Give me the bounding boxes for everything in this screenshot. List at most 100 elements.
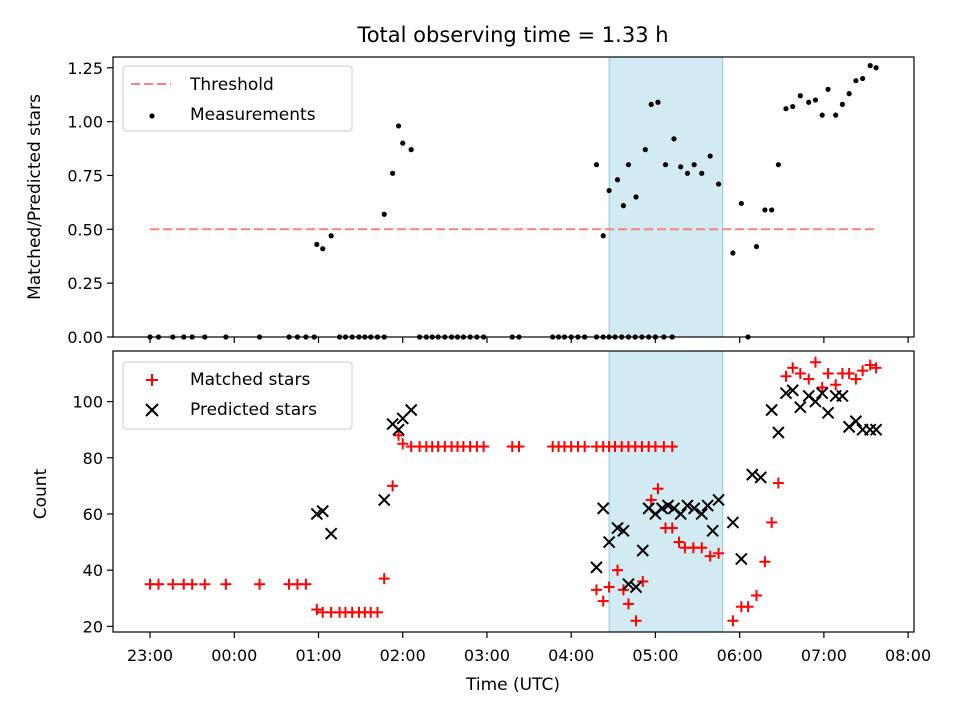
- matched-star-point: [803, 373, 815, 385]
- matched-star-point: [612, 564, 624, 576]
- predicted-star-point: [590, 561, 603, 574]
- predicted-star-point: [687, 502, 701, 515]
- measurement-point: [614, 177, 621, 183]
- predicted-star-point: [674, 507, 687, 521]
- predicted-stars-points: [310, 384, 883, 594]
- x-tick-label: 08:00: [885, 646, 931, 665]
- x-tick-label: 07:00: [801, 646, 847, 665]
- measurement-point: [867, 63, 873, 69]
- matched-star-point: [579, 441, 591, 453]
- x-tick-label: 06:00: [717, 646, 763, 665]
- matched-star-point: [673, 536, 685, 548]
- predicted-star-point: [596, 502, 610, 515]
- count-axes: 20 40 60 80 100 23:00 00:00 01:00 02:00 03:00 04:…: [31, 350, 931, 695]
- predicted-star-point: [849, 415, 863, 428]
- measurement-point: [825, 86, 831, 92]
- matched-star-point: [597, 595, 609, 607]
- measurement-point: [328, 233, 334, 239]
- measurement-point: [662, 162, 669, 168]
- x-axis-label: Time (UTC): [465, 675, 560, 695]
- measurement-point: [707, 153, 713, 159]
- predicted-star-point: [786, 384, 799, 397]
- legend-measurements-swatch: [149, 113, 155, 119]
- measurement-point: [775, 162, 781, 168]
- matched-star-point: [843, 367, 855, 379]
- matched-star-point: [850, 373, 862, 385]
- ratio-y-label: Matched/Predicted stars: [25, 94, 45, 300]
- y-tick-label: 0.25: [67, 274, 103, 293]
- count-legend-box: [122, 361, 353, 430]
- measurement-point: [833, 112, 839, 118]
- chart-title: Total observing time = 1.33 h: [356, 23, 668, 47]
- x-tick-label: 05:00: [632, 646, 678, 665]
- matched-star-point: [780, 370, 792, 382]
- x-tick-label: 01:00: [295, 646, 341, 665]
- measurement-point: [806, 99, 812, 105]
- matched-star-point: [152, 578, 164, 590]
- matched-star-point: [311, 604, 323, 616]
- measurement-point: [381, 211, 387, 217]
- y-tick-label: 100: [72, 393, 103, 412]
- ratio-legend: Threshold Measurements: [122, 65, 353, 132]
- predicted-star-point: [765, 403, 778, 417]
- predicted-star-point: [821, 406, 835, 420]
- predicted-star-point: [617, 524, 630, 538]
- matched-star-point: [199, 578, 211, 590]
- predicted-star-point: [404, 403, 418, 417]
- matched-star-point: [713, 547, 725, 559]
- matched-stars-points: [144, 356, 882, 627]
- predicted-star-point: [869, 423, 883, 436]
- matched-star-point: [387, 480, 399, 492]
- measurement-point: [320, 246, 326, 252]
- measurement-point: [762, 207, 768, 213]
- matched-star-point: [652, 483, 664, 495]
- measurement-point: [648, 101, 654, 107]
- matched-star-point: [397, 438, 409, 450]
- measurement-point: [678, 164, 684, 170]
- measurement-point: [730, 250, 736, 256]
- measurement-point: [395, 123, 402, 129]
- matched-star-point: [167, 578, 179, 590]
- x-tick-label: 03:00: [464, 646, 510, 665]
- matched-star-point: [766, 516, 778, 528]
- legend-threshold-label: Threshold: [189, 75, 274, 95]
- predicted-star-point: [701, 499, 714, 512]
- y-tick-label: 40: [83, 561, 103, 580]
- matched-star-point: [787, 362, 799, 374]
- measurement-point: [819, 112, 825, 118]
- measurement-point: [620, 203, 627, 209]
- count-y-label: Count: [31, 468, 51, 519]
- ratio-x-ticks: [149, 337, 909, 343]
- matched-star-point: [371, 606, 383, 618]
- predicted-star-point: [863, 423, 877, 436]
- measurement-point: [671, 136, 677, 142]
- predicted-star-point: [754, 471, 767, 484]
- matched-star-point: [603, 581, 615, 593]
- matched-star-point: [590, 584, 602, 596]
- y-tick-label: 80: [83, 449, 103, 468]
- legend-predicted-swatch: [145, 403, 159, 417]
- predicted-star-point: [735, 552, 748, 566]
- y-tick-label: 1.25: [67, 59, 103, 78]
- measurement-point: [655, 99, 661, 105]
- matched-star-point: [300, 578, 312, 590]
- y-tick-label: 0.50: [67, 220, 103, 239]
- count-y-ticks: 20 40 60 80 100: [72, 393, 113, 636]
- predicted-star-point: [622, 578, 635, 591]
- y-tick-label: 0.00: [67, 328, 103, 347]
- x-tick-label: 02:00: [380, 646, 426, 665]
- measurement-point: [600, 233, 606, 239]
- matched-star-point: [378, 573, 390, 585]
- legend-predicted-label: Predicted stars: [190, 400, 317, 420]
- legend-matched-swatch: [146, 374, 158, 386]
- count-axes-frame: [112, 350, 915, 633]
- predicted-star-point: [712, 493, 725, 507]
- predicted-star-point: [629, 580, 643, 594]
- matched-star-point: [622, 598, 634, 610]
- x-tick-label: 00:00: [211, 646, 257, 665]
- predicted-star-point: [779, 386, 793, 400]
- measurement-point: [812, 97, 819, 103]
- predicted-star-point: [815, 386, 829, 400]
